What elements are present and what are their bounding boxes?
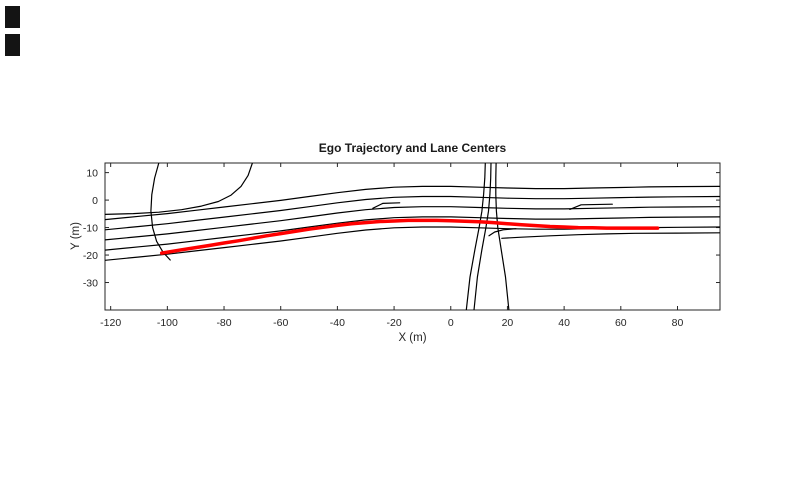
- lane-center-2-line: [105, 195, 720, 231]
- lane-stub-2-line: [569, 203, 613, 210]
- cross-road-2-line: [473, 163, 492, 310]
- arc-curve-left-line: [105, 163, 253, 215]
- lane-center-4-line: [105, 216, 720, 251]
- x-tick-label: 0: [448, 317, 454, 329]
- x-tick-label: -60: [273, 317, 288, 329]
- y-tick-label: -20: [83, 250, 98, 262]
- lane-center-5-line: [105, 226, 720, 261]
- lane-center-3-line: [105, 206, 720, 241]
- y-tick-label: 10: [86, 168, 98, 180]
- y-tick-label: -30: [83, 278, 98, 290]
- cross-road-1-line: [465, 163, 486, 310]
- x-tick-label: 20: [502, 317, 514, 329]
- x-tick-label: -20: [386, 317, 401, 329]
- lane-stub-1-line: [372, 202, 401, 209]
- lane-center-6-right-line: [501, 232, 720, 239]
- x-tick-label: 60: [615, 317, 627, 329]
- turn-curve-line: [488, 228, 517, 237]
- x-tick-label: -120: [100, 317, 121, 329]
- y-axis-label: Y (m): [70, 222, 82, 250]
- x-axis-label: X (m): [398, 332, 427, 344]
- x-tick-label: 40: [558, 317, 570, 329]
- y-tick-label: -10: [83, 223, 98, 235]
- corner-artifact-icon: [5, 6, 20, 28]
- lane-center-1-line: [105, 185, 720, 221]
- corner-artifact-icon: [5, 34, 20, 56]
- x-tick-label: -40: [330, 317, 345, 329]
- x-tick-label: -80: [216, 317, 231, 329]
- ramp-curve-left-line: [150, 163, 171, 261]
- cross-road-3-line: [495, 163, 510, 310]
- ego-trajectory-line: [159, 218, 660, 255]
- y-tick-label: 0: [92, 195, 98, 207]
- chart-title: Ego Trajectory and Lane Centers: [318, 141, 507, 155]
- x-tick-label: 80: [672, 317, 684, 329]
- axes-box: [104, 162, 721, 311]
- x-tick-label: -100: [157, 317, 178, 329]
